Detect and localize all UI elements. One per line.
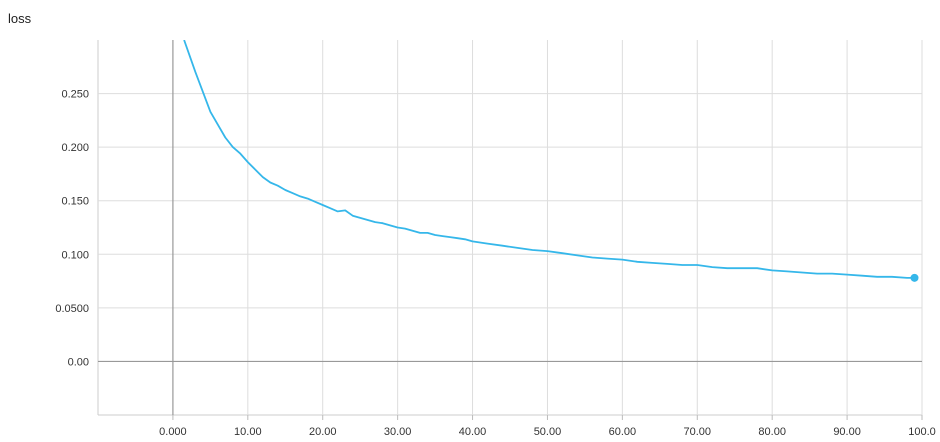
loss-series-line xyxy=(183,40,915,279)
x-tick-label: 70.00 xyxy=(684,426,712,438)
chart-title: loss xyxy=(8,11,32,26)
x-tick-label: 90.00 xyxy=(833,426,861,438)
series-layer xyxy=(183,40,919,282)
y-tick-label: 0.100 xyxy=(61,249,89,261)
y-tick-label: 0.150 xyxy=(61,196,89,208)
x-tick-label: 30.00 xyxy=(384,426,412,438)
label-layer: 0.000 10.00 20.00 30.00 40.00 50.00 60.00 70.00… xyxy=(55,89,935,438)
x-tick-label: 0.000 xyxy=(159,426,187,438)
x-tick-label: 40.00 xyxy=(459,426,487,438)
y-tick-label: 0.00 xyxy=(68,356,89,368)
y-tick-label: 0.0500 xyxy=(55,303,89,315)
axis-layer xyxy=(98,40,922,415)
y-tick-label: 0.250 xyxy=(61,89,89,101)
x-tick-label: 80.00 xyxy=(758,426,786,438)
x-tick-label: 10.00 xyxy=(234,426,262,438)
x-tick-label: 20.00 xyxy=(309,426,337,438)
x-tick-label: 60.00 xyxy=(609,426,637,438)
grid-layer xyxy=(97,40,923,420)
x-tick-label: 100.0 xyxy=(908,426,936,438)
y-tick-label: 0.200 xyxy=(61,142,89,154)
last-point-marker[interactable] xyxy=(910,273,919,282)
x-tick-label: 50.00 xyxy=(534,426,562,438)
